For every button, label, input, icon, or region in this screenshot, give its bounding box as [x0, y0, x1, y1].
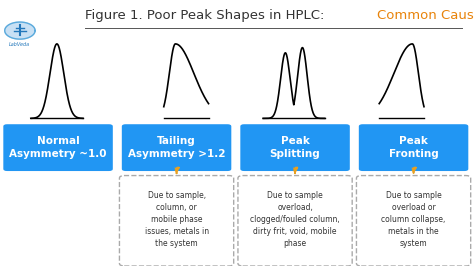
Text: Figure 1. Poor Peak Shapes in HPLC:: Figure 1. Poor Peak Shapes in HPLC: [85, 9, 329, 22]
Text: Due to sample
overload,
clogged/fouled column,
dirty frit, void, mobile
phase: Due to sample overload, clogged/fouled c… [250, 191, 340, 248]
Text: Due to sample,
column, or
mobile phase
issues, metals in
the system: Due to sample, column, or mobile phase i… [145, 191, 209, 248]
Text: Peak
Fronting: Peak Fronting [389, 136, 438, 159]
FancyBboxPatch shape [238, 176, 352, 266]
Text: LabVeda: LabVeda [9, 42, 30, 47]
FancyBboxPatch shape [356, 176, 471, 266]
FancyBboxPatch shape [359, 124, 468, 171]
Text: Normal
Asymmetry ~1.0: Normal Asymmetry ~1.0 [9, 136, 107, 159]
Text: Tailing
Asymmetry >1.2: Tailing Asymmetry >1.2 [128, 136, 225, 159]
FancyBboxPatch shape [119, 176, 234, 266]
Text: Peak
Splitting: Peak Splitting [270, 136, 320, 159]
FancyBboxPatch shape [3, 124, 113, 171]
Polygon shape [5, 22, 35, 39]
Text: Due to sample
overload or
column collapse,
metals in the
system: Due to sample overload or column collaps… [382, 191, 446, 248]
Text: Common Causes: Common Causes [377, 9, 474, 22]
FancyBboxPatch shape [122, 124, 231, 171]
FancyBboxPatch shape [240, 124, 350, 171]
